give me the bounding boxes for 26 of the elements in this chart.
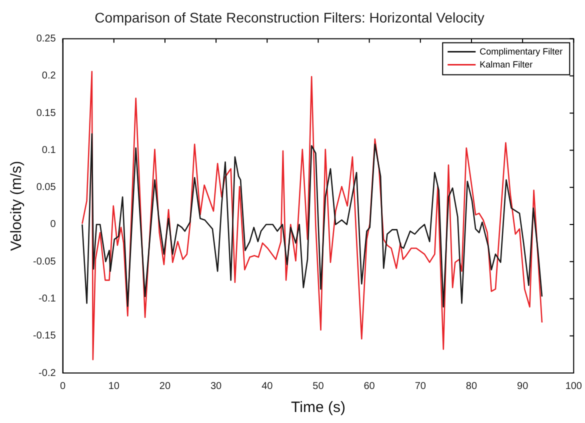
y-tick-label: 0.1 (42, 144, 56, 156)
x-tick-label: 80 (466, 380, 478, 392)
chart-title: Comparison of State Reconstruction Filters: Horizontal Velocity (94, 9, 484, 26)
y-tick-label: 0.2 (42, 70, 56, 82)
y-axis-title: Velocity (m/s) (8, 160, 26, 251)
y-tick-label: 0.15 (36, 108, 56, 119)
x-tick-label: 70 (414, 380, 426, 392)
x-tick-label: 30 (210, 380, 222, 392)
legend-label: Kalman Filter (480, 59, 533, 70)
x-tick-label: 40 (262, 380, 274, 392)
legend-label: Complimentary Filter (480, 46, 563, 56)
y-tick-label: -0.15 (32, 330, 56, 342)
y-tick-label: -0.2 (38, 368, 56, 379)
x-tick-label: 20 (159, 380, 171, 392)
x-tick-label: 0 (60, 380, 66, 392)
y-tick-label: -0.05 (32, 256, 56, 268)
x-tick-label: 100 (565, 380, 582, 392)
y-tick-label: 0.05 (36, 182, 56, 194)
x-tick-label: 50 (312, 380, 324, 392)
x-tick-label: 90 (517, 380, 529, 392)
y-tick-label: 0 (50, 219, 56, 230)
y-tick-label: -0.1 (38, 293, 56, 304)
x-axis-title: Time (s) (291, 399, 346, 416)
x-tick-label: 60 (364, 380, 376, 392)
x-tick-label: 10 (108, 380, 120, 392)
y-tick-label: 0.25 (36, 34, 56, 45)
